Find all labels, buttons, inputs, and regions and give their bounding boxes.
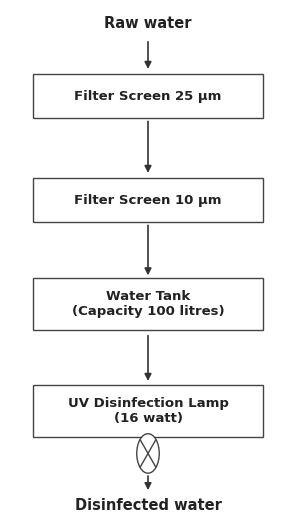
- FancyBboxPatch shape: [33, 178, 263, 223]
- Ellipse shape: [137, 434, 159, 473]
- Text: Filter Screen 10 μm: Filter Screen 10 μm: [74, 193, 222, 206]
- FancyBboxPatch shape: [33, 278, 263, 330]
- Text: Water Tank
(Capacity 100 litres): Water Tank (Capacity 100 litres): [72, 290, 224, 318]
- FancyBboxPatch shape: [33, 74, 263, 118]
- Text: UV Disinfection Lamp
(16 watt): UV Disinfection Lamp (16 watt): [67, 397, 229, 425]
- Text: Filter Screen 25 μm: Filter Screen 25 μm: [74, 89, 222, 103]
- Text: Disinfected water: Disinfected water: [75, 498, 221, 513]
- FancyBboxPatch shape: [33, 385, 263, 437]
- Text: Raw water: Raw water: [104, 16, 192, 31]
